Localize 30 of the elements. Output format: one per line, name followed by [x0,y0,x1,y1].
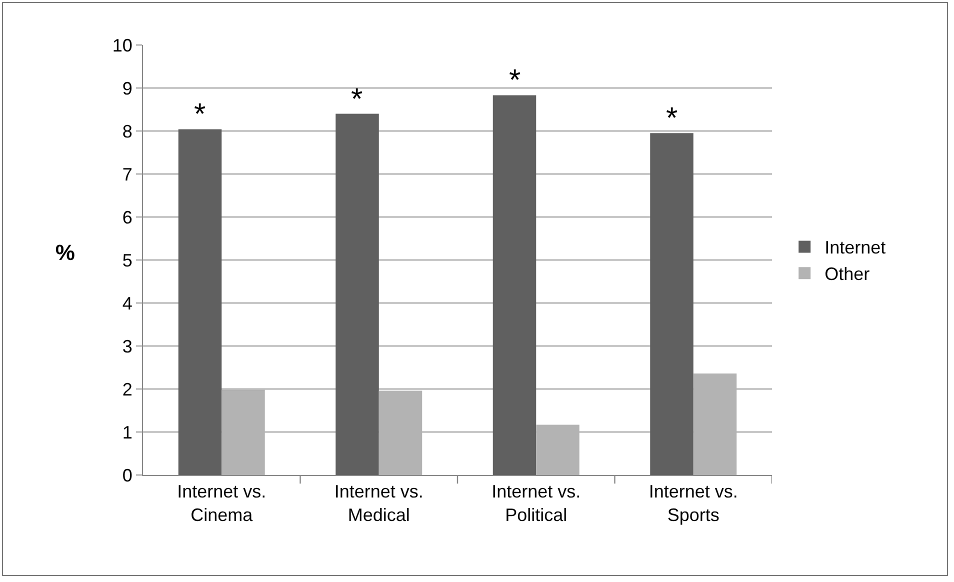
annotation: * [351,83,363,116]
y-tick-label: 7 [122,164,132,184]
x-tick-label: Internet vs. Cinema [177,482,266,525]
y-tick-label: 9 [122,78,132,98]
y-tick-label: 1 [122,422,132,442]
legend-label: Other [824,264,870,284]
y-tick-label: 0 [122,465,132,486]
bar [492,95,536,475]
legend-label: Internet [824,238,886,258]
annotation: * [509,64,521,97]
y-tick-label: 3 [122,336,132,356]
annotation: * [194,98,206,131]
x-tick-label: Internet vs. Medical [334,482,424,525]
y-tick-label: 6 [122,207,132,228]
bar [536,424,580,475]
y-tick-label: 5 [122,250,132,270]
y-axis-title: % [55,240,75,265]
bar [693,374,737,475]
annotation: * [666,102,678,135]
x-tick-label: Internet vs. Sports [648,482,738,525]
bar [222,390,265,475]
y-tick-label: 10 [112,35,132,56]
y-tick-label: 8 [122,121,132,142]
y-tick-label: 4 [122,293,132,314]
bar [378,390,422,475]
bar [336,114,379,475]
bar [650,133,694,475]
bar [178,129,222,475]
y-tick-label: 2 [122,379,132,400]
x-tick-label: Internet vs. Political [492,482,581,525]
